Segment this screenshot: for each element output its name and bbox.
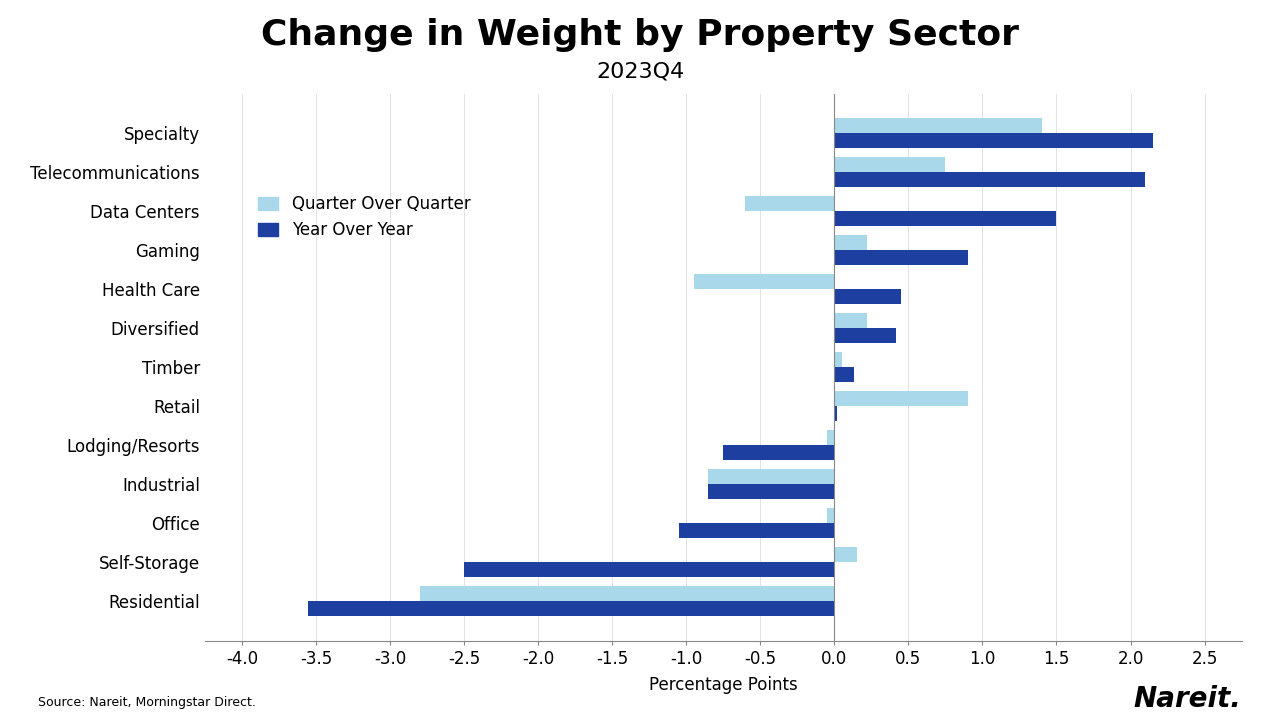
Bar [465,562,835,577]
Bar [723,445,835,460]
Bar [835,313,867,328]
Bar [745,197,835,211]
Bar [835,172,1146,187]
Text: Source: Nareit, Morningstar Direct.: Source: Nareit, Morningstar Direct. [38,696,256,709]
Bar [694,274,835,289]
Bar [827,431,835,445]
Bar [420,586,835,601]
Bar [835,367,854,382]
Bar [835,352,842,367]
Bar [835,328,896,343]
Bar [835,211,1056,226]
Bar [708,484,835,499]
Bar [827,508,835,523]
Bar [708,469,835,484]
Text: Change in Weight by Property Sector: Change in Weight by Property Sector [261,18,1019,52]
Bar [835,133,1153,148]
Text: Nareit.: Nareit. [1134,685,1242,713]
X-axis label: Percentage Points: Percentage Points [649,676,797,694]
Text: 2023Q4: 2023Q4 [596,61,684,81]
Bar [835,158,946,172]
Bar [308,601,835,616]
Bar [835,251,968,265]
Bar [835,119,1042,133]
Bar [678,523,835,538]
Bar [835,392,968,406]
Bar [835,289,901,304]
Bar [835,406,837,421]
Bar [835,547,856,562]
Bar [835,235,867,251]
Legend: Quarter Over Quarter, Year Over Year: Quarter Over Quarter, Year Over Year [252,189,477,246]
